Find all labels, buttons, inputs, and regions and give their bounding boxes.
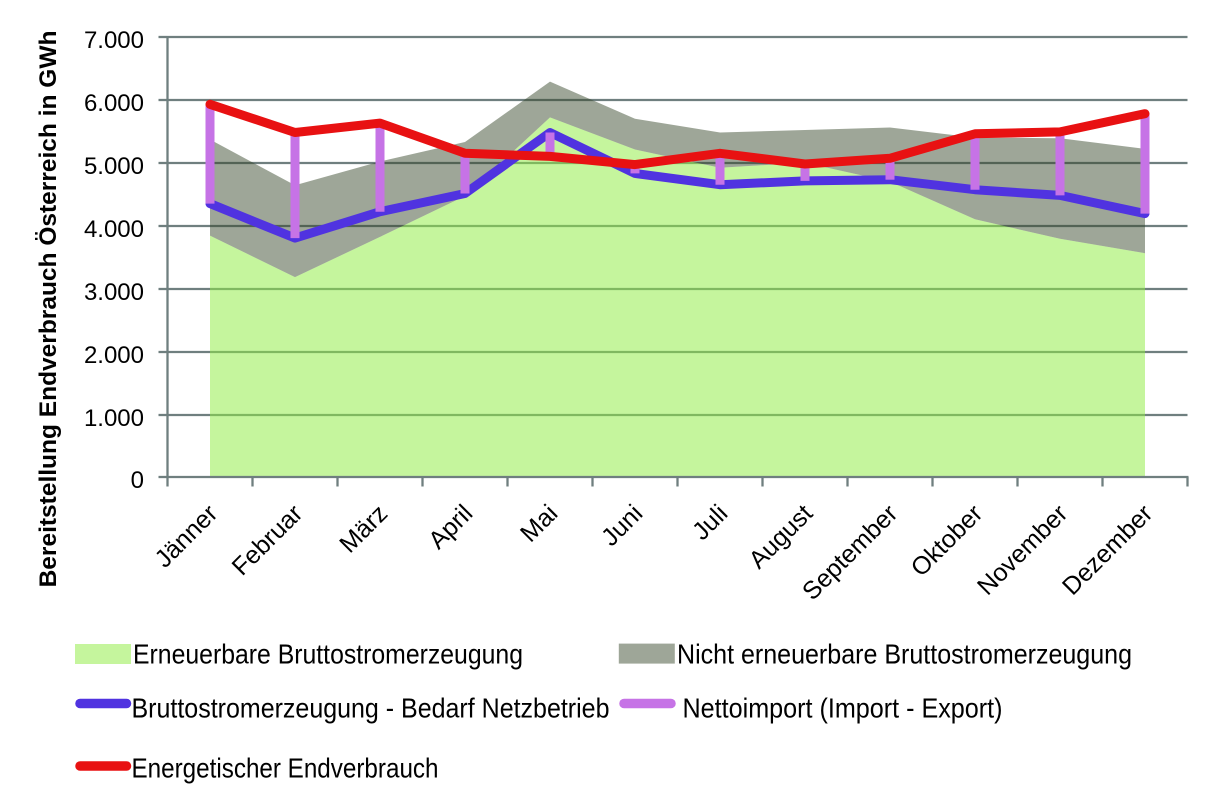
svg-text:Energetischer Endverbrauch: Energetischer Endverbrauch [132, 753, 439, 784]
svg-text:Bereitstellung Endverbrauch Ös: Bereitstellung Endverbrauch Österreich i… [35, 31, 62, 588]
svg-text:Erneuerbare Bruttostromerzeugu: Erneuerbare Bruttostromerzeugung [133, 638, 523, 669]
svg-text:2.000: 2.000 [84, 342, 144, 369]
svg-text:1.000: 1.000 [84, 405, 144, 432]
svg-text:Bruttostromerzeugung - Bedarf: Bruttostromerzeugung - Bedarf Netzbetrie… [132, 693, 610, 724]
svg-text:6.000: 6.000 [84, 90, 144, 117]
svg-text:Nicht erneuerbare Bruttostrome: Nicht erneuerbare Bruttostromerzeugung [677, 638, 1132, 669]
svg-text:3.000: 3.000 [84, 279, 144, 306]
svg-text:7.000: 7.000 [84, 27, 144, 54]
svg-text:5.000: 5.000 [84, 153, 144, 180]
svg-text:0: 0 [131, 467, 144, 494]
svg-text:4.000: 4.000 [84, 216, 144, 243]
svg-text:Nettoimport (Import - Export): Nettoimport (Import - Export) [683, 693, 1003, 724]
